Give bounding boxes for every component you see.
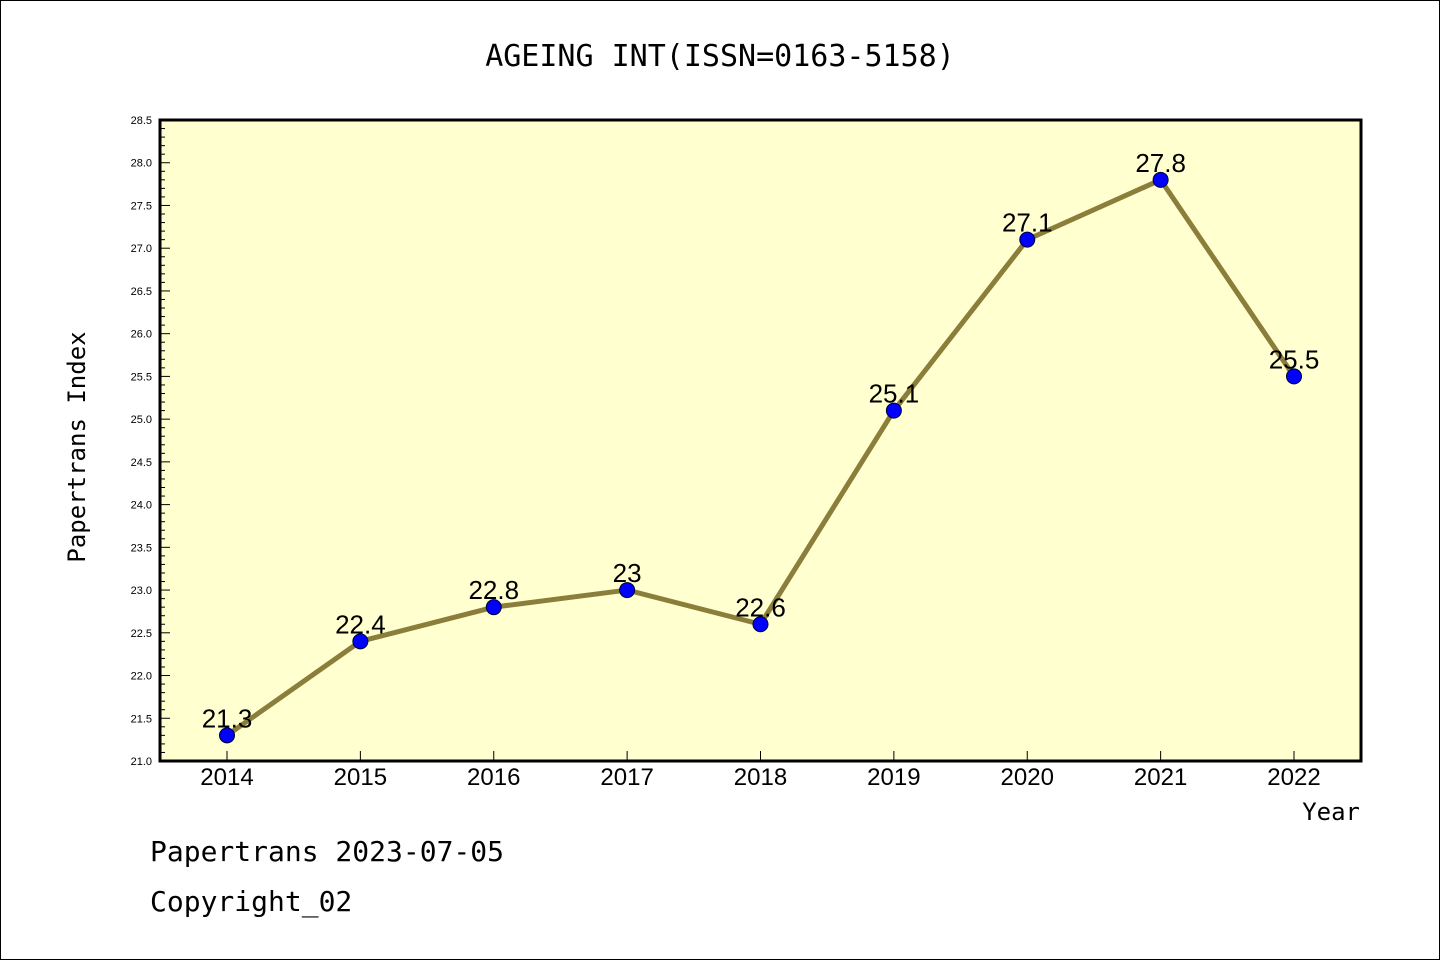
y-tick-label: 26.0 [131,329,152,341]
y-tick-label: 24.5 [131,457,152,469]
data-point-marker [219,727,235,744]
y-tick-label: 24.0 [131,500,152,512]
data-point-marker [1152,171,1169,188]
x-tick-label: 2017 [600,764,653,791]
x-axis-label: Year [1302,798,1360,826]
data-point-marker [1019,231,1036,248]
chart-title: AGEING INT(ISSN=0163-5158) [485,39,955,74]
y-tick-label: 21.0 [131,756,152,768]
y-axis-label: Papertrans Index [63,331,91,562]
y-tick-label: 23.0 [131,585,152,597]
y-tick-label: 23.5 [131,542,152,554]
data-label: 22.6 [735,592,786,622]
footer-copyright: Copyright_02 [150,885,353,918]
data-label: 23 [613,558,642,588]
y-tick-label: 25.0 [131,414,152,426]
y-tick-label: 21.5 [131,713,152,725]
x-tick-label: 2016 [467,764,520,791]
data-label: 25.5 [1269,344,1320,374]
y-tick-label: 22.5 [131,628,152,640]
data-point-marker [752,616,769,633]
data-label: 27.8 [1135,148,1186,178]
y-tick-label: 27.5 [131,200,152,212]
y-tick-label: 22.0 [131,671,152,683]
y-tick-label: 26.5 [131,286,152,298]
x-tick-label: 2020 [1001,764,1054,791]
data-label: 25.1 [869,379,920,409]
data-label: 22.8 [468,575,519,605]
x-tick-label: 2015 [334,764,387,791]
data-point-marker [1286,368,1302,385]
data-label: 22.4 [335,609,386,639]
x-tick-label: 2018 [734,764,787,791]
y-tick-label: 28.5 [131,115,152,127]
y-tick-label: 27.0 [131,243,152,255]
plot-area [158,118,1363,763]
data-label: 27.1 [1002,208,1053,238]
data-point-marker [485,599,502,616]
x-axis-ticks: 2014 2015 2016 2017 2018 2019 2020 2021 2022 [200,751,1321,791]
footer-date: Papertrans 2023-07-05 [150,835,505,868]
data-point-marker [619,582,636,599]
data-point-marker [352,633,369,650]
data-point-marker [885,402,902,419]
y-tick-label: 28.0 [131,158,152,170]
series-group: 21.3 22.4 22.8 23 22.6 25.1 27.1 27.8 25.5 [202,148,1320,744]
x-tick-label: 2022 [1267,764,1320,791]
x-tick-label: 2014 [200,764,253,791]
y-axis-ticks: 21.0 21.5 22.0 22.5 23.0 23.5 24.0 24.5 25.0 25.5… [131,115,170,768]
x-tick-label: 2021 [1134,764,1187,791]
y-tick-label: 25.5 [131,371,152,383]
x-tick-label: 2019 [867,764,920,791]
data-label: 21.3 [202,703,253,733]
